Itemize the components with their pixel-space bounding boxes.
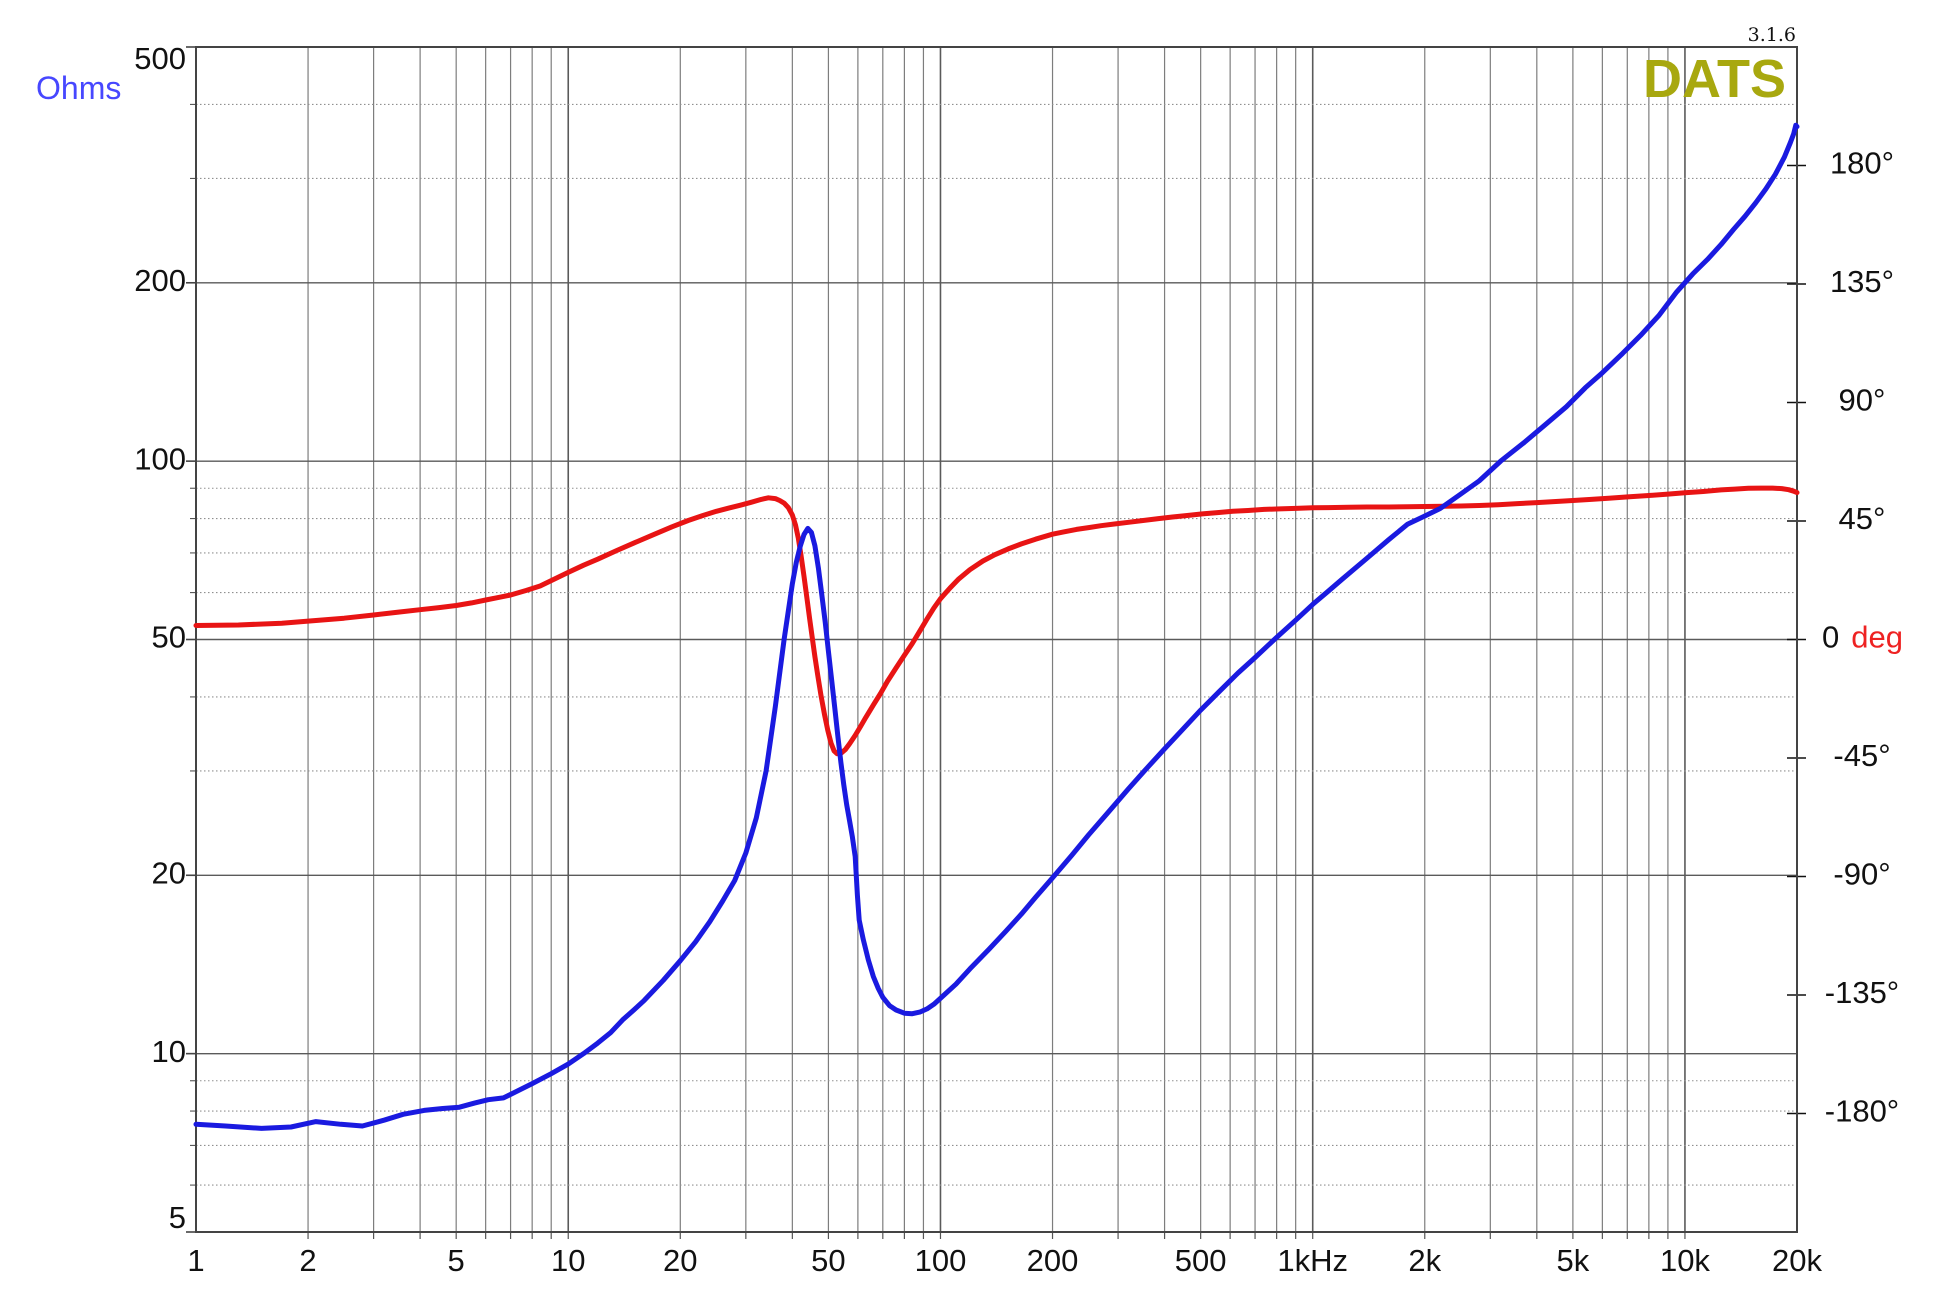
x-tick-label-10: 10	[551, 1243, 585, 1278]
ohm-tick-label-50: 50	[152, 620, 186, 655]
ohm-tick-label-500: 500	[134, 41, 186, 76]
ohm-tick-label-200: 200	[134, 263, 186, 298]
x-tick-label-5k: 5k	[1557, 1243, 1590, 1278]
phase-curve	[193, 485, 1800, 757]
x-tick-label-200: 200	[1027, 1243, 1079, 1278]
phase-tick-label-180: 180°	[1830, 146, 1894, 181]
phase-tick-label--180: -180°	[1825, 1094, 1899, 1129]
x-tick-label-500: 500	[1175, 1243, 1227, 1278]
x-tick-label-20: 20	[663, 1243, 697, 1278]
plot-border	[195, 46, 1798, 1233]
ohm-tick-label-10: 10	[152, 1034, 186, 1069]
version-text: 3.1.6	[1747, 24, 1796, 46]
x-tick-label-10k: 10k	[1660, 1243, 1710, 1278]
ohm-tick-label-100: 100	[134, 441, 186, 476]
phase-tick-label--45: -45°	[1833, 738, 1890, 773]
phase-tick-label--135: -135°	[1825, 975, 1899, 1010]
x-tick-label-100: 100	[915, 1243, 967, 1278]
phase-tick-label-90: 90°	[1839, 383, 1886, 418]
phase-tick-label-45: 45°	[1839, 501, 1886, 536]
ohm-tick-label-20: 20	[152, 855, 186, 890]
dats-logo: DATS	[1643, 49, 1786, 109]
x-axis-labels: 1 2 5 10 20 50 100 200 500 1kHz 2k 5k 10k 20k	[187, 1243, 1822, 1278]
x-tick-label-5: 5	[448, 1243, 465, 1278]
phase-zero-label: 0 deg	[1822, 620, 1903, 655]
x-tick-label-2k: 2k	[1408, 1243, 1441, 1278]
ohm-tick-label-5: 5	[169, 1200, 186, 1235]
impedance-curve	[193, 122, 1800, 1131]
phase-tick-label--90: -90°	[1833, 857, 1890, 892]
x-tick-label-50: 50	[811, 1243, 845, 1278]
ohms-axis-label: Ohms	[36, 70, 122, 106]
x-tick-label-1: 1	[187, 1243, 204, 1278]
phase-axis-labels: 180° 135° 90° 45° 0 deg -45° -90° -135° -180°	[1822, 146, 1903, 1129]
x-tick-label-1kHz: 1kHz	[1277, 1243, 1348, 1278]
x-tick-label-2: 2	[299, 1243, 316, 1278]
ohm-axis-labels: 500 200 100 50 20 10 5	[134, 41, 186, 1235]
phase-tick-label-135: 135°	[1830, 264, 1894, 299]
x-tick-label-20k: 20k	[1772, 1243, 1822, 1278]
